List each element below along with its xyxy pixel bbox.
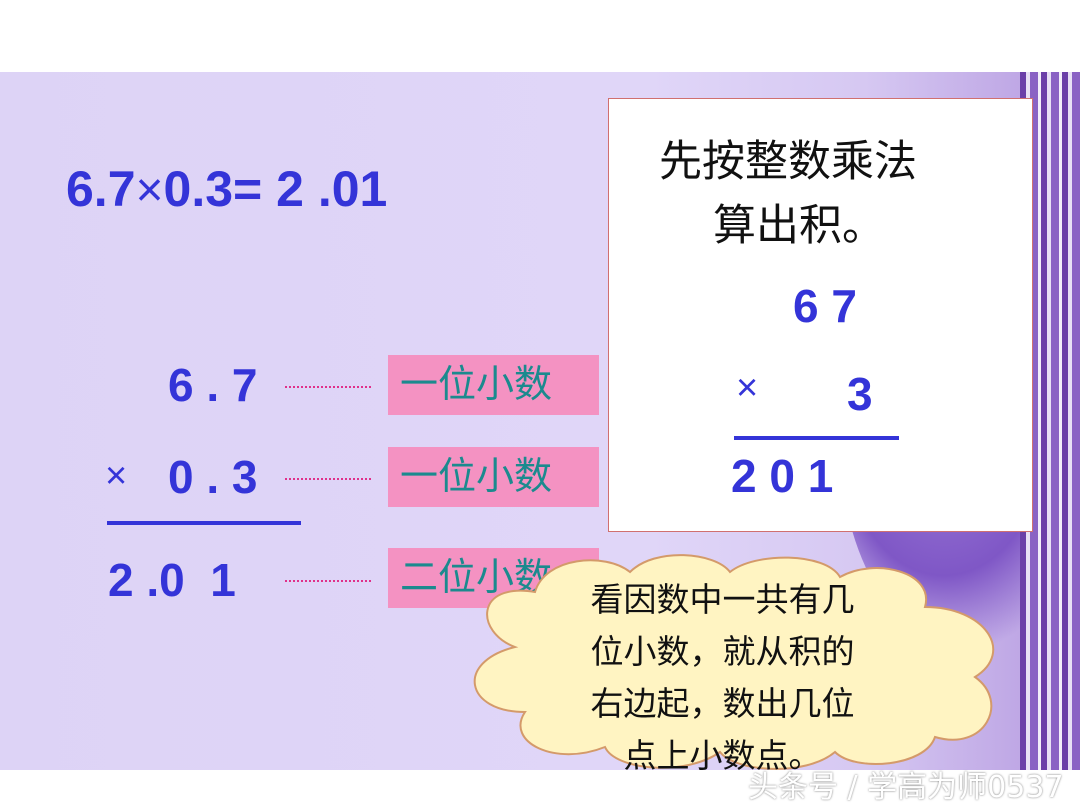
equation-result: 2 .01	[262, 161, 388, 217]
vertical-row1: 6 . 7	[168, 359, 258, 411]
times-sign: ×	[135, 164, 164, 217]
vertical-times: ×	[105, 455, 128, 497]
box-result: 2 0 1	[731, 450, 834, 502]
box-row1: 6 7	[793, 280, 857, 332]
cloud-shape	[473, 554, 995, 770]
equation-left: 6.7	[66, 161, 136, 217]
dotted-connector	[285, 386, 371, 388]
cloud-text: 看因数中一共有几 位小数，就从积的 右边起，数出几位 点上小数点。	[550, 574, 895, 782]
vertical-rule	[107, 521, 301, 525]
box-rule	[734, 436, 899, 440]
equation-right: 0.3=	[163, 161, 263, 217]
integer-method-box: 先按整数乘法 算出积。 6 7 × 3 2 0 1	[608, 98, 1033, 532]
watermark: 头条号 / 学高为师0537	[748, 770, 1064, 805]
dotted-connector	[285, 478, 371, 480]
vertical-row2: 0 . 3	[168, 451, 258, 503]
tag-decimal-places: 一位小数	[388, 447, 599, 507]
cloud-line: 右边起，数出几位	[590, 684, 855, 723]
tag-decimal-places: 一位小数	[388, 355, 599, 415]
cloud-callout: 看因数中一共有几 位小数，就从积的 右边起，数出几位 点上小数点。	[455, 552, 1010, 775]
box-line1: 先按整数乘法	[659, 137, 917, 187]
cloud-line: 看因数中一共有几	[590, 580, 855, 619]
vertical-result: 2 .0 1	[108, 554, 236, 606]
box-times: ×	[736, 367, 759, 409]
box-line2: 算出积。	[713, 201, 885, 251]
dotted-connector	[285, 580, 371, 582]
box-row2: 3	[847, 368, 873, 420]
equation: 6.7×0.3= 2 .01	[66, 160, 387, 218]
cloud-line: 位小数，就从积的	[590, 632, 855, 671]
cloud-line: 点上小数点。	[623, 736, 822, 775]
